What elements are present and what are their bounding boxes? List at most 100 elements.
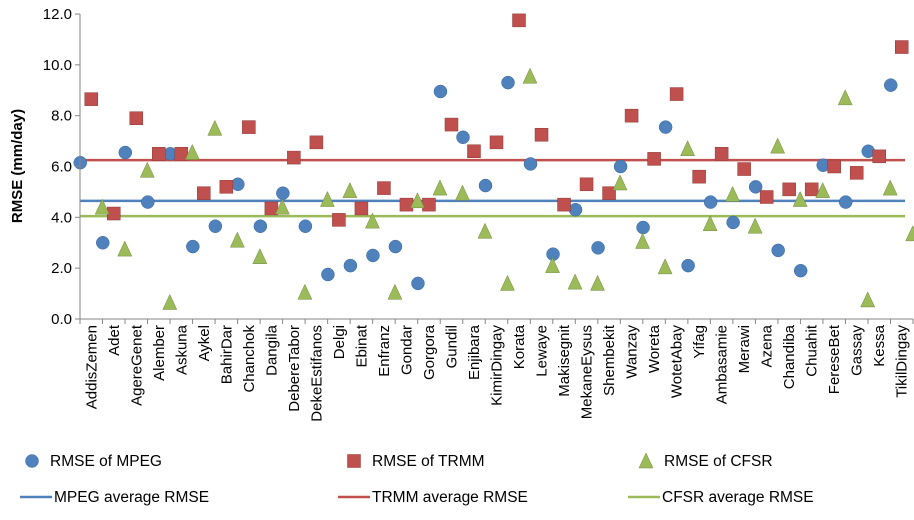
data-point bbox=[827, 159, 841, 174]
data-point bbox=[782, 182, 796, 197]
x-tick-label: DekeEstifanos bbox=[308, 325, 325, 422]
data-point bbox=[354, 201, 369, 216]
data-point bbox=[849, 166, 864, 180]
data-point bbox=[141, 195, 155, 209]
y-ticks: 0.0 2.0 4.0 6.0 8.0 10.0 12.0 bbox=[43, 6, 80, 328]
data-point bbox=[319, 190, 335, 207]
data-point bbox=[309, 135, 324, 150]
data-point bbox=[612, 174, 628, 191]
data-point bbox=[882, 179, 898, 196]
data-point bbox=[118, 145, 133, 160]
data-point bbox=[771, 243, 785, 258]
data-point bbox=[747, 217, 763, 234]
x-tick-label: Korata bbox=[511, 324, 528, 369]
data-point bbox=[456, 130, 470, 145]
legend-label: MPEG average RMSE bbox=[54, 489, 209, 506]
data-point bbox=[489, 135, 504, 150]
series-circle bbox=[73, 75, 898, 291]
x-tick-label: Lewaye bbox=[534, 325, 551, 377]
data-point bbox=[129, 111, 144, 125]
x-tick-label: Woreta bbox=[646, 324, 663, 373]
data-point bbox=[287, 150, 301, 165]
data-point bbox=[184, 143, 200, 160]
data-point bbox=[467, 144, 481, 158]
data-point bbox=[96, 236, 110, 250]
data-point bbox=[567, 273, 583, 290]
x-tick-label: Shembekit bbox=[601, 324, 618, 396]
data-point bbox=[591, 241, 605, 255]
data-point bbox=[399, 197, 414, 212]
data-point bbox=[804, 182, 819, 197]
data-point bbox=[860, 291, 876, 308]
data-point bbox=[883, 78, 898, 92]
data-point bbox=[624, 108, 639, 123]
data-point bbox=[680, 140, 696, 156]
data-point bbox=[534, 127, 549, 142]
data-point bbox=[477, 222, 493, 239]
data-point bbox=[139, 161, 155, 178]
data-point bbox=[748, 180, 763, 194]
x-tick-label: Gundil bbox=[443, 325, 460, 368]
data-point bbox=[658, 120, 673, 134]
data-point bbox=[321, 267, 335, 282]
y-tick-label: 8.0 bbox=[51, 108, 72, 125]
x-tick-label: Gondar bbox=[398, 325, 415, 375]
axes bbox=[79, 14, 913, 320]
data-point bbox=[94, 198, 110, 215]
data-point bbox=[714, 147, 729, 161]
data-point bbox=[702, 215, 718, 231]
x-tick-label: BahirDar bbox=[218, 325, 235, 384]
series-square bbox=[84, 13, 909, 227]
data-point bbox=[276, 186, 290, 200]
data-point bbox=[410, 192, 425, 209]
legend-label: RMSE of MPEG bbox=[50, 453, 162, 470]
x-tick-label: Aykel bbox=[196, 325, 213, 361]
data-point bbox=[647, 152, 661, 166]
y-tick-label: 0.0 bbox=[51, 311, 72, 328]
x-tick-label: Alember bbox=[151, 325, 168, 381]
data-point bbox=[219, 180, 234, 194]
data-point bbox=[274, 198, 290, 215]
data-point bbox=[387, 283, 403, 300]
x-tick-label: Enjibara bbox=[466, 324, 483, 380]
data-point bbox=[478, 178, 493, 193]
legend: RMSE of MPEG RMSE of TRMM RMSE of CFSR MPEG… bbox=[20, 452, 814, 506]
x-tick-label: WotetAbay bbox=[669, 325, 686, 399]
data-point bbox=[186, 239, 200, 254]
data-point bbox=[501, 75, 515, 90]
legend-label: RMSE of TRMM bbox=[372, 453, 485, 470]
x-tick-label: MekaneEysus bbox=[579, 325, 596, 419]
data-point bbox=[422, 197, 436, 212]
data-point bbox=[411, 276, 425, 291]
data-point bbox=[162, 293, 178, 310]
x-tick-label: Askuna bbox=[173, 324, 190, 375]
data-point bbox=[388, 239, 403, 254]
data-point bbox=[365, 212, 380, 229]
data-point bbox=[737, 162, 751, 176]
y-tick-label: 4.0 bbox=[51, 209, 72, 226]
x-tick-label: AgereGenet bbox=[128, 324, 145, 406]
legend-marker bbox=[347, 454, 361, 468]
x-tick-label: Enfranz bbox=[376, 325, 393, 377]
data-point bbox=[208, 219, 223, 233]
legend-label: TRMM average RMSE bbox=[372, 489, 528, 506]
x-tick-label: Makisegnit bbox=[556, 324, 573, 397]
x-tick-label: Gassay bbox=[849, 325, 866, 376]
data-point bbox=[770, 137, 786, 154]
data-point bbox=[253, 219, 268, 233]
data-point bbox=[366, 248, 380, 263]
x-tick-label: Delgi bbox=[331, 325, 348, 359]
data-point bbox=[252, 248, 268, 264]
data-point bbox=[229, 231, 245, 248]
x-tick-label: KimirDingay bbox=[489, 325, 506, 406]
data-point bbox=[432, 179, 448, 196]
data-point bbox=[793, 263, 808, 278]
data-point bbox=[342, 182, 358, 198]
x-tick-label: Kessa bbox=[871, 324, 888, 366]
data-point bbox=[703, 195, 718, 209]
data-point bbox=[84, 92, 99, 106]
data-point bbox=[332, 213, 346, 227]
data-point bbox=[792, 190, 808, 207]
data-point bbox=[568, 202, 583, 217]
